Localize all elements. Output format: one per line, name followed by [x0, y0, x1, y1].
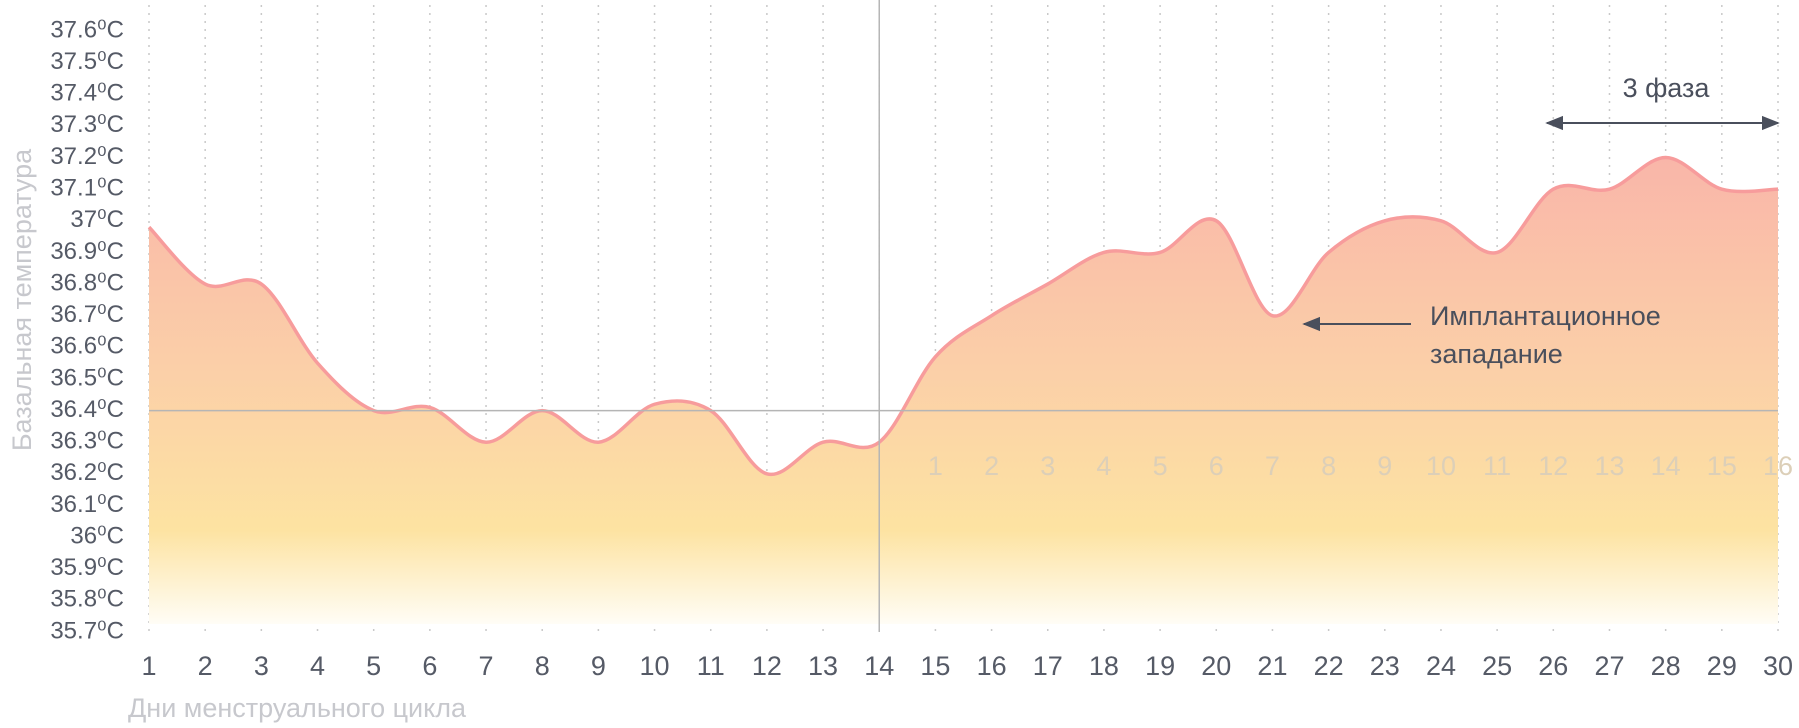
phase-day-label: 2	[984, 451, 999, 481]
x-tick-label: 18	[1089, 651, 1119, 681]
phase-day-label: 12	[1538, 451, 1568, 481]
x-tick-label: 6	[422, 651, 437, 681]
x-tick-label: 20	[1201, 651, 1231, 681]
x-tick-label: 24	[1426, 651, 1456, 681]
x-tick-label: 16	[977, 651, 1007, 681]
y-tick-label: 35.8⁰C	[50, 586, 124, 613]
x-tick-label: 5	[366, 651, 381, 681]
y-tick-label: 37.3⁰C	[50, 111, 124, 138]
x-tick-label: 4	[310, 651, 325, 681]
y-tick-label: 35.7⁰C	[50, 617, 124, 644]
y-tick-label: 37.1⁰C	[50, 175, 124, 202]
x-tick-label: 25	[1482, 651, 1512, 681]
x-tick-label: 26	[1538, 651, 1568, 681]
y-tick-label: 35.9⁰C	[50, 554, 124, 581]
x-tick-label: 11	[697, 651, 725, 681]
x-tick-label: 7	[479, 651, 494, 681]
y-tick-label: 36.2⁰C	[50, 459, 124, 486]
x-tick-label: 9	[591, 651, 606, 681]
y-tick-label: 37.5⁰C	[50, 48, 124, 75]
phase-day-label: 7	[1265, 451, 1280, 481]
phase-day-label: 3	[1040, 451, 1055, 481]
x-tick-label: 19	[1145, 651, 1175, 681]
phase-day-label: 14	[1651, 451, 1681, 481]
y-tick-label: 36.1⁰C	[50, 491, 124, 518]
x-axis-title: Дни менструального цикла	[128, 693, 467, 723]
y-tick-label: 36.8⁰C	[50, 269, 124, 296]
x-tick-label: 15	[920, 651, 950, 681]
x-tick-label: 29	[1707, 651, 1737, 681]
phase-day-label: 6	[1209, 451, 1224, 481]
x-tick-label: 30	[1763, 651, 1793, 681]
phase-day-label: 16	[1763, 451, 1793, 481]
line	[147, 155, 1779, 477]
phase-day-label: 1	[928, 451, 943, 481]
y-tick-label: 36.3⁰C	[50, 428, 124, 455]
x-tick-label: 8	[535, 651, 550, 681]
y-tick-label: 37⁰C	[70, 206, 124, 233]
y-tick-label: 36.9⁰C	[50, 238, 124, 265]
phase-day-label: 9	[1377, 451, 1392, 481]
y-axis-title: Базальная температура	[7, 148, 37, 451]
y-tick-label: 36.4⁰C	[50, 396, 124, 423]
phase-day-label: 15	[1707, 451, 1737, 481]
y-tick-label: 37.2⁰C	[50, 143, 124, 170]
phase-annotation: 3 фаза	[1623, 73, 1711, 103]
y-tick-label: 37.4⁰C	[50, 80, 124, 107]
phase-day-label: 10	[1426, 451, 1456, 481]
x-tick-label: 2	[198, 651, 213, 681]
x-tick-label: 17	[1033, 651, 1063, 681]
phase-day-label: 4	[1096, 451, 1111, 481]
x-tick-label: 22	[1314, 651, 1344, 681]
y-tick-label: 36⁰C	[70, 522, 124, 549]
implantation-annotation: Имплантационное	[1430, 301, 1661, 331]
phase-day-label: 5	[1153, 451, 1168, 481]
plot	[147, 0, 1779, 632]
x-tick-label: 14	[864, 651, 894, 681]
x-tick-label: 1	[141, 651, 156, 681]
x-tick-label: 10	[640, 651, 670, 681]
x-tick-label: 12	[752, 651, 782, 681]
x-tick-label: 23	[1370, 651, 1400, 681]
phase-day-label: 11	[1483, 451, 1511, 481]
y-tick-label: 37.6⁰C	[50, 16, 124, 43]
x-tick-label: 21	[1257, 651, 1287, 681]
phase-day-label: 8	[1321, 451, 1336, 481]
x-tick-label: 13	[808, 651, 838, 681]
x-tick-label: 27	[1594, 651, 1624, 681]
y-tick-label: 36.6⁰C	[50, 333, 124, 360]
y-tick-label: 36.7⁰C	[50, 301, 124, 328]
area	[149, 157, 1778, 625]
x-tick-label: 28	[1651, 651, 1681, 681]
phase-day-label: 13	[1594, 451, 1624, 481]
x-tick-label: 3	[254, 651, 269, 681]
y-tick-label: 36.5⁰C	[50, 364, 124, 391]
implantation-annotation: западание	[1430, 339, 1563, 369]
